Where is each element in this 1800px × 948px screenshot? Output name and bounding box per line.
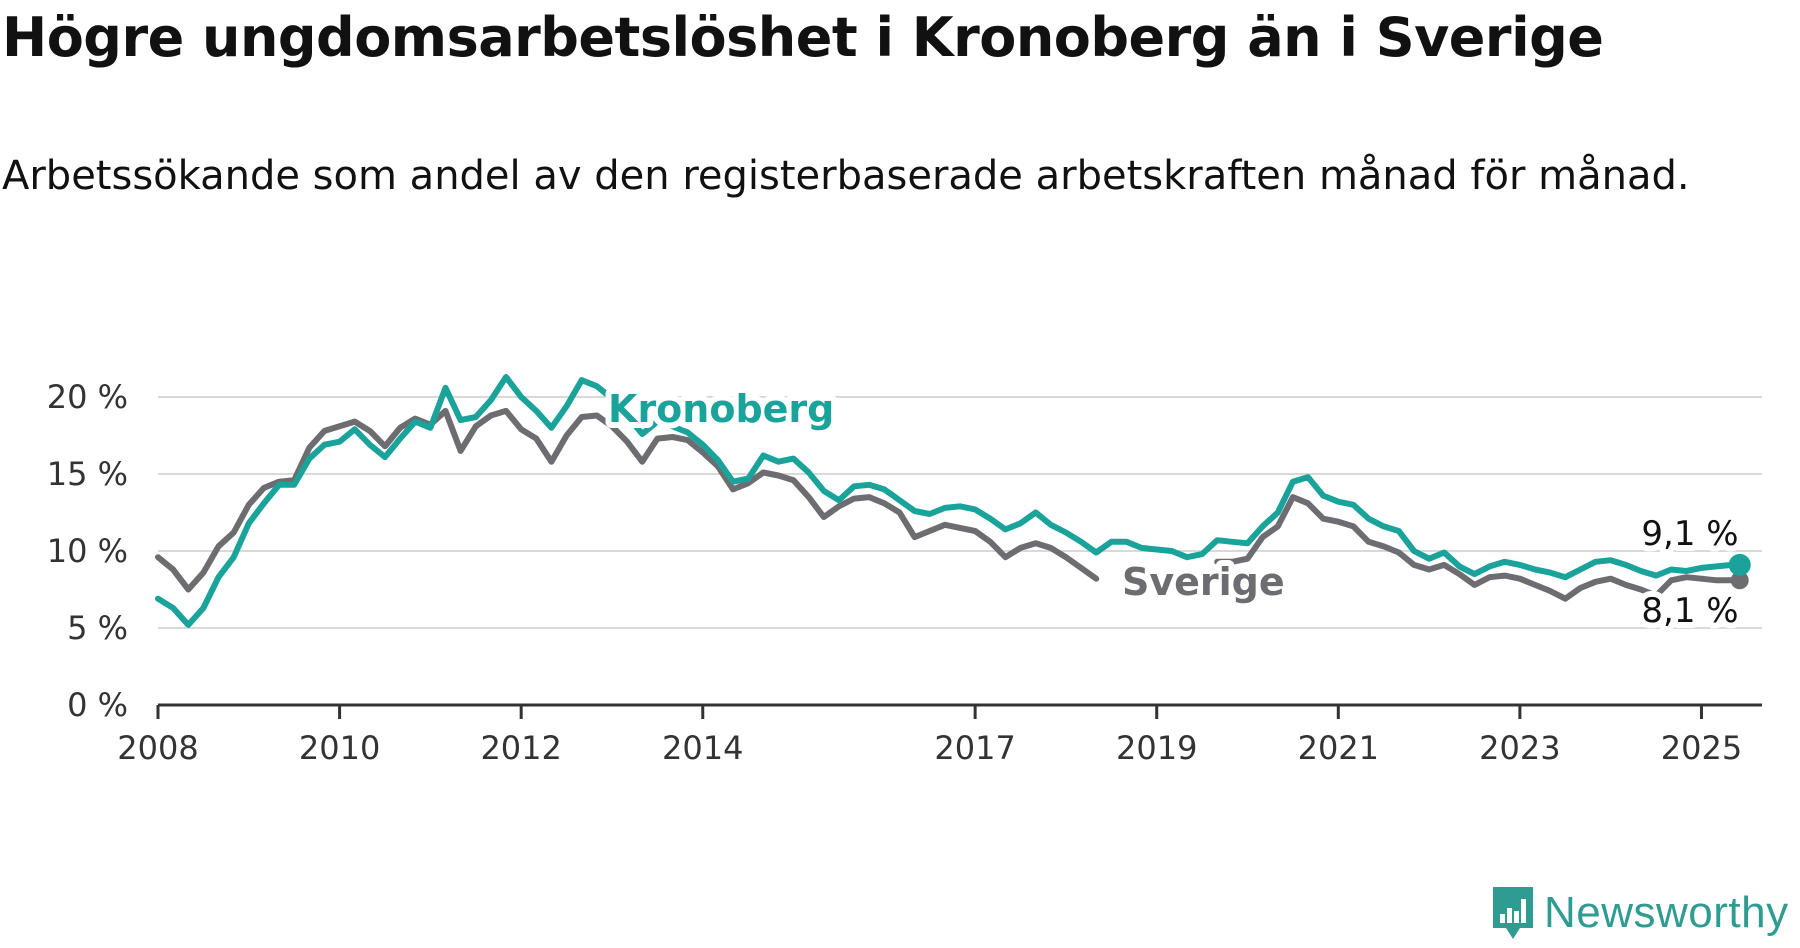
bar-chart-speech-bubble-icon [1493,887,1533,939]
y-tick-label: 15 % [47,455,128,493]
x-tick-label: 2014 [662,729,743,767]
x-tick-label: 2021 [1298,729,1379,767]
brand-name: Newsworthy [1544,888,1789,937]
series-line-sverige [1214,494,1735,602]
chart-title: Högre ungdomsarbetslöshet i Kronoberg än… [2,6,1604,69]
series-label-sverige-halo: Sverige [1122,560,1285,604]
y-tick-label: 5 % [67,609,128,647]
kronoberg-end-point [1728,553,1751,576]
y-tick-label: 20 % [47,378,128,416]
x-tick-label: 2010 [299,729,380,767]
kronoberg-end-label: 9,1 % [1641,514,1738,554]
sverige-end-point [1730,571,1749,590]
x-tick-label: 2025 [1661,729,1742,767]
sverige-end-label-halo: 8,1 % [1641,591,1738,631]
y-tick-label: 0 % [67,686,128,724]
chart-subtitle: Arbetssökande som andel av den registerb… [2,153,1690,199]
series-lines [155,374,1751,628]
x-tick-label: 2019 [1116,729,1197,767]
series-label-kronoberg: Kronoberg [608,387,834,431]
y-tick-label: 10 % [47,532,128,570]
x-tick-label: 2023 [1479,729,1560,767]
y-axis-tick-labels: 0 % 5 % 10 % 15 % 20 % [47,378,128,724]
sverige-end-label: 8,1 % [1641,591,1738,631]
kronoberg-end-label-halo: 9,1 % [1641,514,1738,554]
series-line-kronoberg [155,374,1735,628]
x-tick-label: 2017 [934,729,1015,767]
x-tick-label: 2012 [480,729,561,767]
series-line-sverige [155,407,1100,593]
x-tick-label: 2008 [117,729,198,767]
x-axis-ticks: 2008 2010 2012 2014 2017 2019 2021 2023 2025 [117,705,1742,767]
newsworthy-logo: Newsworthy [1490,884,1789,942]
gridlines [158,396,1762,707]
series-label-sverige: Sverige [1122,560,1285,604]
series-label-kronoberg-halo: Kronoberg [608,387,834,431]
